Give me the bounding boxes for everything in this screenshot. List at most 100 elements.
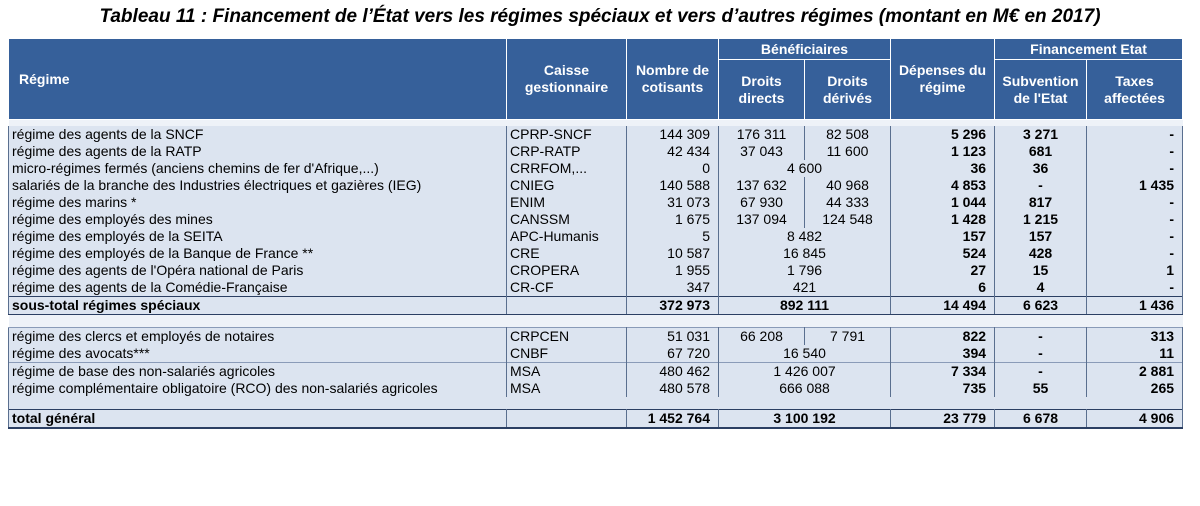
cell-depenses: 23 779 [890,409,996,429]
cell-regime: régime des clercs et employés de notaire… [8,327,507,345]
cell-taxes: 1 435 [1086,177,1184,194]
header-depenses: Dépenses du régime [890,38,996,120]
cell-derives: 124 548 [803,211,892,228]
table-row: régime des employés de la SEITA APC-Huma… [8,228,1184,245]
header-beneficiaires: Bénéficiaires [717,38,892,60]
cell-nombre: 67 720 [626,345,719,363]
cell-subvention: - [994,345,1088,363]
cell-derives: 44 333 [803,194,892,211]
subtotal-row: sous-total régimes spéciaux 372 973 892 … [8,296,1184,315]
cell-nombre: 372 973 [626,296,719,315]
cell-taxes: 4 906 [1086,409,1184,429]
cell-nombre: 144 309 [626,126,719,143]
table-row: régime des employés de la Banque de Fran… [8,245,1184,262]
cell-depenses: 822 [890,327,996,345]
cell-depenses: 7 334 [890,362,996,380]
cell-nombre: 1 675 [626,211,719,228]
cell-depenses: 394 [890,345,996,363]
header-nombre-cotisants: Nombre de cotisants [626,38,719,120]
cell-caisse [506,409,627,429]
cell-taxes: - [1086,211,1184,228]
cell-depenses: 1 044 [890,194,996,211]
cell-subvention: 36 [994,160,1088,177]
table-row: régime des agents de la Comédie-Français… [8,279,1184,297]
header-regime: Régime [8,38,507,120]
cell-directs: 37 043 [718,143,805,160]
cell-subvention: - [994,362,1088,380]
cell-regime: total général [8,409,507,429]
cell-taxes: - [1086,194,1184,211]
header-droits-directs: Droits directs [718,59,805,120]
table-row: régime complémentaire obligatoire (RCO) … [8,380,1184,397]
cell-taxes: 1 [1086,262,1184,279]
cell-taxes: - [1086,245,1184,262]
table-row: régime des agents de la RATP CRP-RATP 42… [8,143,1184,160]
cell-nombre: 1 955 [626,262,719,279]
cell-caisse: CR-CF [506,279,627,297]
table-row: régime des employés des mines CANSSM 1 6… [8,211,1184,228]
cell-subvention: 817 [994,194,1088,211]
cell-subvention: 6 623 [994,296,1088,315]
cell-caisse: CNIEG [506,177,627,194]
cell-caisse: CRPCEN [506,327,627,345]
cell-regime: régime de base des non-salariés agricole… [8,362,507,380]
cell-beneficiaires-total: 1 796 [717,262,892,279]
cell-regime: régime complémentaire obligatoire (RCO) … [8,380,507,397]
cell-directs: 137 632 [718,177,805,194]
cell-nombre: 1 452 764 [626,409,719,429]
cell-depenses: 735 [890,380,996,397]
cell-beneficiaires-total: 421 [717,279,892,297]
header-droits-derives: Droits dérivés [803,59,892,120]
cell-nombre: 51 031 [626,327,719,345]
cell-regime: régime des employés de la SEITA [8,228,507,245]
cell-caisse: CRP-RATP [506,143,627,160]
cell-regime: micro-régimes fermés (anciens chemins de… [8,160,507,177]
cell-beneficiaires-total: 4 600 [717,160,892,177]
cell-taxes: 11 [1086,345,1184,363]
table-row: régime des agents de la SNCF CPRP-SNCF 1… [8,126,1184,143]
table-row: régime de base des non-salariés agricole… [8,362,1184,380]
cell-caisse: CRE [506,245,627,262]
cell-depenses: 36 [890,160,996,177]
cell-beneficiaires-total: 1 426 007 [717,362,892,380]
cell-depenses: 27 [890,262,996,279]
header-subvention: Subvention de l'Etat [994,59,1088,120]
cell-taxes: 313 [1086,327,1184,345]
cell-taxes: - [1086,143,1184,160]
cell-caisse: CNBF [506,345,627,363]
cell-beneficiaires-total: 16 845 [717,245,892,262]
cell-regime: régime des agents de la Comédie-Français… [8,279,507,297]
cell-regime: régime des agents de la SNCF [8,126,507,143]
header-caisse: Caisse gestionnaire [506,38,627,120]
cell-subvention: 428 [994,245,1088,262]
cell-subvention: 4 [994,279,1088,297]
cell-directs: 67 930 [718,194,805,211]
cell-depenses: 1 123 [890,143,996,160]
cell-subvention: - [994,327,1088,345]
cell-regime: régime des employés de la Banque de Fran… [8,245,507,262]
cell-nombre: 480 578 [626,380,719,397]
cell-caisse [506,296,627,315]
cell-beneficiaires-total: 8 482 [717,228,892,245]
cell-nombre: 0 [626,160,719,177]
cell-taxes: - [1086,160,1184,177]
cell-nombre: 140 588 [626,177,719,194]
cell-depenses: 524 [890,245,996,262]
cell-beneficiaires-total: 892 111 [717,296,892,315]
table-row: régime des clercs et employés de notaire… [8,327,1184,345]
cell-caisse: ENIM [506,194,627,211]
cell-regime: régime des agents de la RATP [8,143,507,160]
cell-subvention: 157 [994,228,1088,245]
header-financement-etat: Financement Etat [994,38,1184,60]
table-row: régime des marins * ENIM 31 073 67 930 4… [8,194,1184,211]
table-row: micro-régimes fermés (anciens chemins de… [8,160,1184,177]
cell-nombre: 42 434 [626,143,719,160]
cell-regime: salariés de la branche des Industries él… [8,177,507,194]
cell-taxes: - [1086,126,1184,143]
cell-regime: régime des marins * [8,194,507,211]
cell-regime: sous-total régimes spéciaux [8,296,507,315]
cell-depenses: 4 853 [890,177,996,194]
cell-nombre: 31 073 [626,194,719,211]
cell-subvention: 55 [994,380,1088,397]
cell-subvention: 3 271 [994,126,1088,143]
